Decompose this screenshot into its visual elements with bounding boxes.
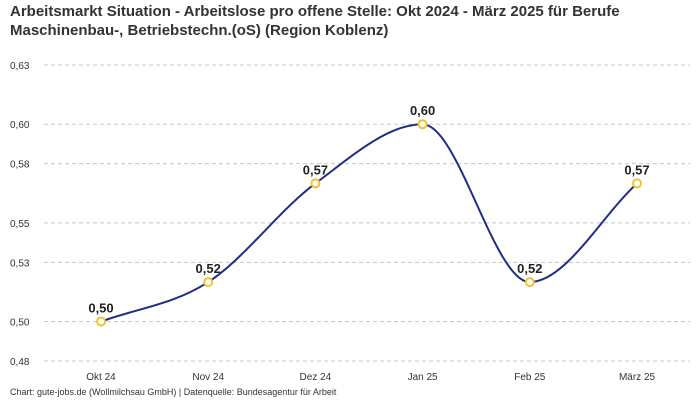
x-tick-label: März 25	[619, 372, 656, 383]
y-tick-label: 0,53	[10, 258, 30, 269]
y-tick-label: 0,48	[10, 357, 30, 368]
data-point	[310, 178, 321, 189]
data-points	[96, 119, 642, 327]
data-label: 0,50	[88, 301, 113, 316]
data-point	[96, 316, 106, 327]
data-point	[524, 277, 535, 288]
y-tick-label: 0,63	[10, 61, 30, 72]
y-tick-label: 0,58	[10, 160, 30, 171]
x-tick-label: Jan 25	[408, 372, 438, 383]
x-axis-ticks: Okt 24 Nov 24 Dez 24 Jan 25 Feb 25 März 25	[86, 372, 655, 383]
data-label: 0,52	[196, 261, 221, 276]
data-label: 0,57	[624, 162, 649, 177]
x-tick-label: Okt 24	[86, 372, 116, 383]
y-tick-label: 0,60	[10, 120, 30, 131]
gridlines	[44, 64, 690, 362]
y-tick-label: 0,55	[10, 219, 30, 230]
source-note: Chart: gute-jobs.de (Wollmilchsau GmbH) …	[10, 387, 337, 397]
y-tick-label: 0,50	[10, 318, 30, 329]
data-label: 0,60	[410, 103, 435, 118]
data-label: 0,52	[517, 261, 542, 276]
data-label: 0,57	[303, 162, 328, 177]
data-point	[632, 178, 642, 189]
chart-title: Arbeitsmarkt Situation - Arbeitslose pro…	[10, 3, 620, 39]
data-point	[203, 277, 214, 288]
y-axis-ticks: 0,48 0,50 0,53 0,55 0,58 0,60 0,63	[10, 61, 30, 368]
x-tick-label: Dez 24	[300, 372, 332, 383]
x-tick-label: Feb 25	[514, 372, 546, 383]
data-point	[417, 119, 428, 130]
x-tick-label: Nov 24	[192, 372, 224, 383]
data-labels: 0,50 0,52 0,57 0,60 0,52 0,57	[88, 103, 649, 315]
